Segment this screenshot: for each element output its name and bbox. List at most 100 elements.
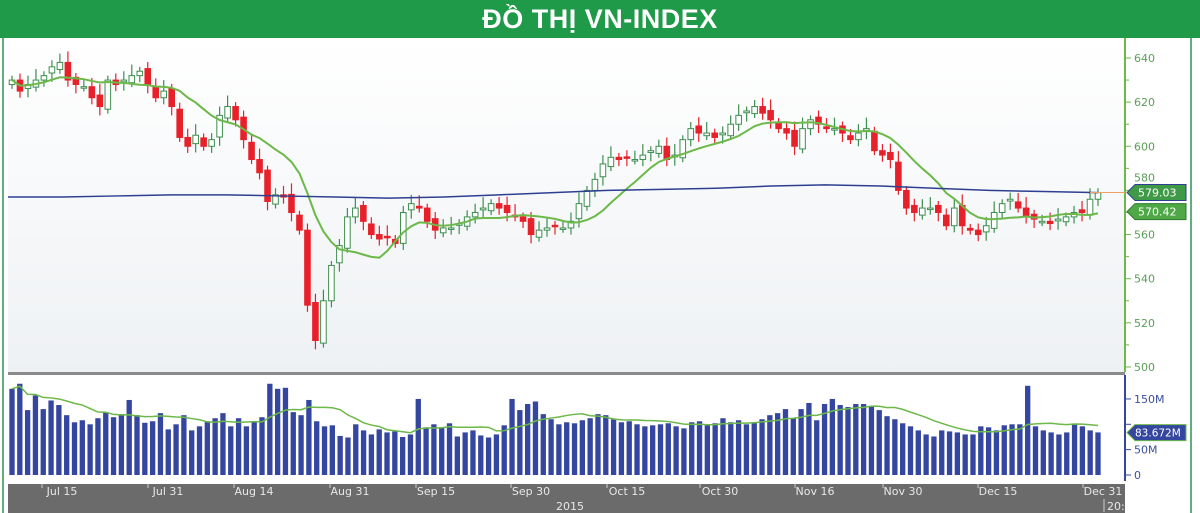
volume-bar: [1056, 434, 1062, 475]
candle-up: [655, 145, 663, 154]
candle-up: [719, 132, 726, 136]
candle-up: [328, 264, 335, 302]
volume-bar: [564, 422, 570, 475]
volume-bar: [626, 421, 632, 475]
volume-bar: [735, 420, 742, 475]
candle-up: [855, 132, 862, 141]
x-tick-label: Sep 30: [512, 485, 550, 498]
volume-tick-label: 0: [1134, 469, 1141, 482]
x-tick-label: Oct 15: [609, 485, 646, 498]
candle-down: [815, 116, 822, 125]
x-tick-label: Oct 30: [702, 485, 739, 498]
volume-bar: [470, 430, 476, 475]
volume-bar: [962, 434, 968, 475]
x-tick-label: Aug 31: [331, 485, 370, 498]
chart-title: ĐỒ THỊ VN-INDEX: [0, 0, 1200, 38]
volume-bar: [673, 426, 679, 475]
candle-up: [743, 110, 750, 114]
volume-bar: [892, 419, 898, 475]
candle-up: [160, 90, 168, 99]
candle-down: [296, 214, 303, 231]
volume-bar: [446, 423, 453, 475]
volume-bar: [228, 426, 234, 475]
candle-up: [631, 159, 639, 162]
last-price-label: 579.03: [1138, 187, 1177, 200]
candle-up: [399, 211, 407, 244]
volume-bar: [462, 432, 468, 475]
volume-bar: [720, 418, 726, 475]
candle-up: [990, 211, 998, 229]
volume-bar: [540, 414, 546, 475]
candle-down: [415, 205, 423, 209]
candle-down: [423, 207, 431, 222]
volume-bar: [9, 388, 15, 475]
volume-bar: [1095, 432, 1101, 475]
volume-bar: [915, 430, 921, 475]
volume-bar: [821, 404, 828, 475]
volume-bar: [274, 388, 281, 475]
candle-up: [799, 128, 806, 150]
candle-down: [695, 125, 703, 134]
volume-bar: [837, 405, 843, 475]
volume-bar: [454, 436, 460, 475]
x-axis-bar: [8, 484, 1125, 513]
candle-down: [942, 214, 950, 227]
volume-bar: [610, 419, 617, 475]
candle-down: [232, 106, 239, 121]
candle-up: [647, 150, 655, 153]
volume-bar: [798, 409, 804, 475]
volume-bar: [524, 404, 531, 475]
volume-bar: [681, 428, 687, 475]
volume-bar: [17, 383, 23, 475]
volume-bar: [1025, 385, 1031, 475]
volume-bar: [314, 421, 320, 475]
volume-bar: [556, 424, 562, 475]
price-ma-long-line: [8, 184, 1099, 199]
volume-bar: [509, 398, 515, 475]
volume-bar: [290, 412, 296, 475]
volume-bar: [1071, 424, 1078, 475]
volume-bar: [282, 387, 289, 475]
volume-bar: [87, 424, 93, 475]
volume-bar: [642, 426, 648, 475]
volume-bar: [946, 431, 953, 475]
candle-up: [320, 300, 327, 344]
volume-bar: [423, 427, 429, 475]
candle-up: [831, 128, 838, 131]
volume-bar: [1048, 432, 1054, 475]
volume-bar: [478, 435, 484, 475]
candle-down: [1046, 220, 1054, 225]
volume-bar: [196, 426, 203, 475]
volume-bar: [728, 422, 734, 475]
price-tick-label: 540: [1134, 273, 1155, 286]
candle-up: [559, 227, 567, 230]
volume-bar: [126, 399, 132, 475]
volume-bar: [782, 409, 789, 475]
candle-up: [679, 139, 687, 159]
candle-down: [903, 189, 910, 209]
candle-down: [312, 302, 319, 341]
candle-up: [727, 123, 734, 137]
candle-up: [136, 70, 144, 77]
candle-down: [144, 68, 152, 85]
year-label: 20:: [1107, 500, 1125, 513]
candle-up: [80, 86, 88, 89]
candle-up: [575, 203, 583, 220]
candle-down: [376, 234, 383, 240]
volume-bar: [220, 413, 226, 475]
price-tick-label: 500: [1134, 361, 1155, 374]
candle-up: [471, 211, 479, 218]
candle-up: [567, 220, 575, 229]
candle-up: [703, 132, 711, 137]
candle-up: [40, 75, 48, 81]
volume-bar: [759, 419, 765, 475]
candle-up: [447, 227, 455, 230]
candle-up: [982, 225, 990, 233]
volume-bar: [189, 430, 195, 475]
x-tick-label: Nov 30: [884, 485, 923, 498]
volume-bar: [579, 420, 586, 475]
candle-down: [791, 129, 798, 147]
volume-bar: [384, 432, 390, 475]
volume-bar: [501, 425, 507, 475]
candle-up: [479, 207, 487, 211]
